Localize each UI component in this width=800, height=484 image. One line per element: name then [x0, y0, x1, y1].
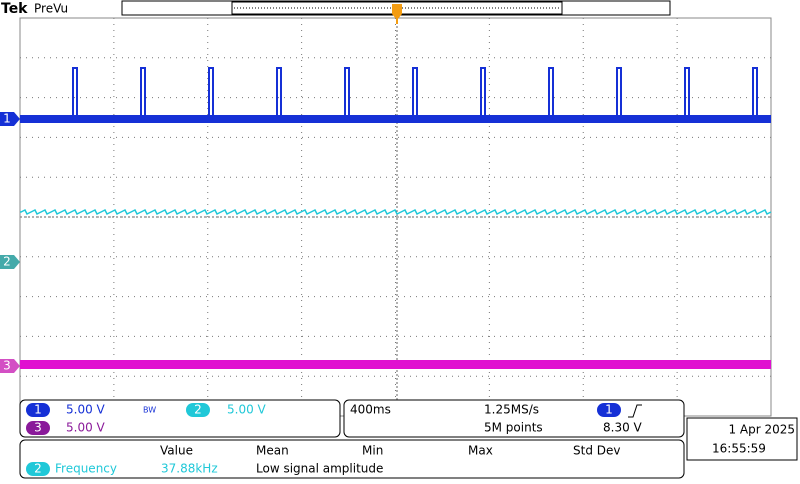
trigger-slope — [628, 404, 642, 418]
datetime-panel — [686, 417, 798, 461]
date: 1 Apr 2025 — [728, 423, 795, 437]
measurement-name: Frequency — [55, 462, 117, 476]
ch1-bw: BW — [143, 406, 156, 415]
measurement-status: Low signal amplitude — [256, 462, 383, 476]
ch1-marker-label: 1 — [3, 112, 11, 126]
ch3-trace — [20, 360, 771, 369]
ch2-marker[interactable] — [0, 255, 20, 269]
ch3-scale: 5.00 V — [66, 421, 106, 435]
trigger-level: 8.30 V — [603, 421, 643, 435]
ch3-badge-label: 3 — [34, 421, 42, 435]
measurement-badge — [26, 462, 50, 476]
ch3-marker-label: 3 — [3, 359, 11, 373]
traces — [20, 67, 772, 369]
time: 16:55:59 — [712, 442, 766, 456]
ch2-trace — [20, 208, 772, 216]
measurement-panel[interactable] — [19, 439, 685, 479]
ch1-badge — [26, 403, 50, 417]
measurement-header: Std Dev — [573, 444, 620, 458]
brand: Tek — [1, 1, 28, 17]
trigger-badge — [597, 403, 621, 417]
record-length: 5M points — [484, 421, 543, 435]
ch2-marker-label: 2 — [3, 255, 11, 269]
ch1-trace — [20, 67, 771, 120]
trigger-source: 1 — [605, 403, 613, 417]
measurement-value: 37.88kHz — [161, 462, 218, 476]
measurement-header: Mean — [256, 444, 289, 458]
channel-panel[interactable] — [19, 399, 341, 438]
ch2-badge-label: 2 — [194, 403, 202, 417]
ch1-marker[interactable] — [0, 112, 20, 126]
measurement-header: Max — [468, 444, 493, 458]
ch3-marker[interactable] — [0, 359, 20, 373]
ch2-scale: 5.00 V — [227, 403, 267, 417]
ch1-scale: 5.00 V — [66, 403, 106, 417]
ch3-badge — [26, 421, 50, 435]
ch1-trace-band — [20, 115, 771, 123]
measurement-header: Value — [160, 444, 193, 458]
mode: PreVu — [34, 2, 68, 16]
graticule — [20, 18, 771, 416]
measurement-channel: 2 — [34, 462, 42, 476]
time-scale: 400ms — [350, 403, 391, 417]
ch1-badge-label: 1 — [34, 403, 42, 417]
ch2-badge — [186, 403, 210, 417]
trigger-position[interactable] — [392, 4, 402, 20]
measurement-header: Min — [362, 444, 383, 458]
sample-rate: 1.25MS/s — [484, 403, 539, 417]
